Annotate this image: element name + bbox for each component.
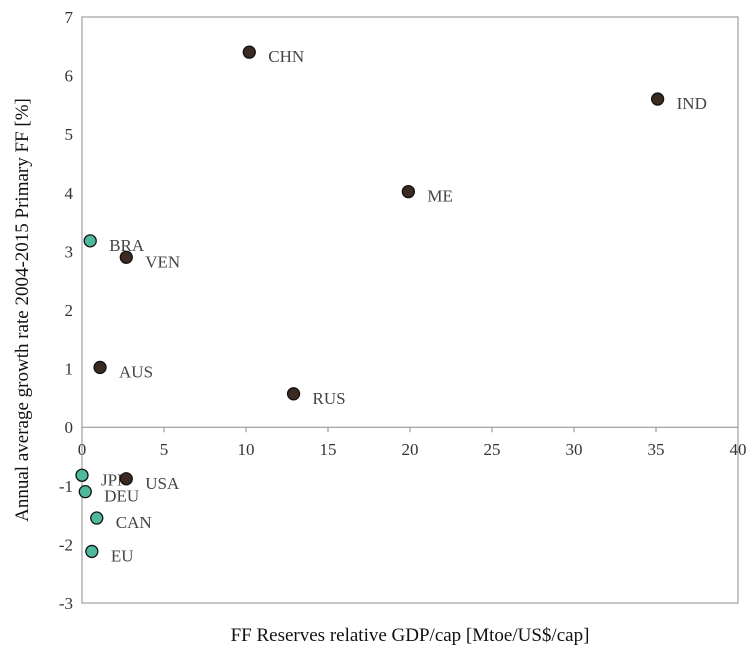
point-bra xyxy=(83,234,97,248)
point-label-ind: IND xyxy=(677,94,707,113)
point-label-aus: AUS xyxy=(119,362,153,381)
x-tick-label: 20 xyxy=(402,440,419,459)
y-tick-label: 5 xyxy=(65,125,74,144)
x-tick-labels: 0 5 10 15 20 25 30 35 40 xyxy=(78,427,747,459)
y-tick-label: 3 xyxy=(65,242,74,261)
y-axis-title: Annual average growth rate 2004-2015 Pri… xyxy=(12,98,33,522)
y-tick-label: -3 xyxy=(59,594,73,613)
point-ind xyxy=(650,92,665,106)
point-label-me: ME xyxy=(427,187,453,206)
point-label-bra: BRA xyxy=(109,236,145,255)
x-tick-label: 15 xyxy=(320,440,337,459)
x-tick-label: 40 xyxy=(730,440,747,459)
point-can xyxy=(90,511,104,525)
point-deu xyxy=(78,485,92,499)
y-tick-label: 4 xyxy=(65,184,74,203)
point-eu xyxy=(85,544,99,559)
point-rus xyxy=(286,387,301,401)
x-tick-label: 5 xyxy=(160,440,169,459)
point-label-rus: RUS xyxy=(313,389,346,408)
y-tick-label: 0 xyxy=(65,418,74,437)
x-tick-label: 10 xyxy=(238,440,255,459)
y-tick-label: 1 xyxy=(65,360,74,379)
point-label-chn: CHN xyxy=(268,47,304,66)
y-tick-label: -2 xyxy=(59,535,73,554)
point-label-usa: USA xyxy=(145,474,180,493)
point-aus xyxy=(93,360,107,375)
y-tick-label: 2 xyxy=(65,301,74,320)
x-tick-label: 30 xyxy=(566,440,583,459)
y-tick-label: 6 xyxy=(65,67,74,86)
y-tick-label: -1 xyxy=(59,477,73,496)
point-jpn xyxy=(75,468,89,482)
point-label-eu: EU xyxy=(111,546,134,565)
point-chn xyxy=(242,45,256,59)
y-tick-labels: -3 -2 -1 0 1 2 3 4 5 6 7 xyxy=(59,8,74,613)
point-label-deu: DEU xyxy=(104,487,139,506)
plot-area-frame xyxy=(81,16,739,604)
y-tick-label: 7 xyxy=(65,8,74,27)
point-usa xyxy=(119,472,133,486)
x-tick-label: 0 xyxy=(78,440,87,459)
point-label-ven: VEN xyxy=(145,252,180,271)
point-me xyxy=(401,184,416,199)
x-tick-label: 35 xyxy=(648,440,665,459)
x-axis-title: FF Reserves relative GDP/cap [Mtoe/US$/c… xyxy=(231,625,590,646)
x-tick-label: 25 xyxy=(484,440,501,459)
point-label-can: CAN xyxy=(116,513,152,532)
point-ven xyxy=(119,250,133,264)
